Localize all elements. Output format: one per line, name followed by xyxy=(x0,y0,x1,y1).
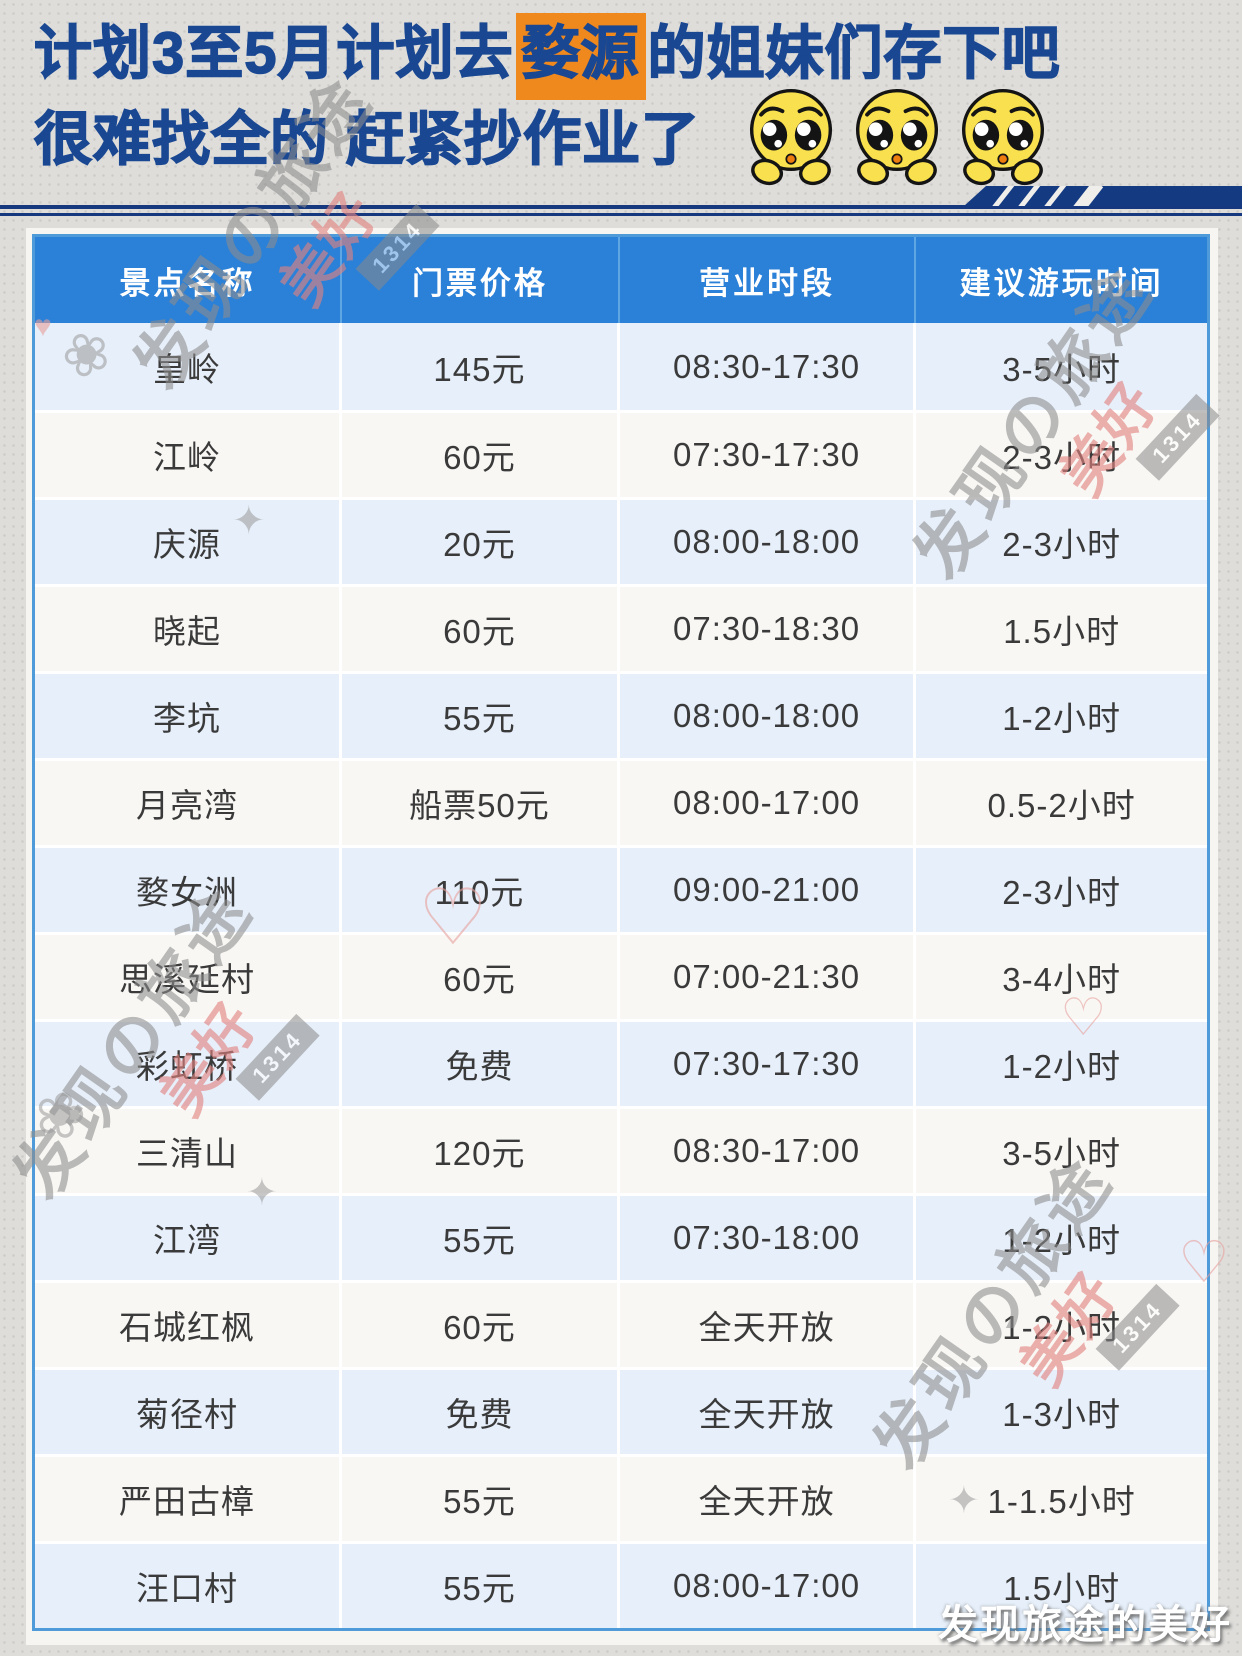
divider-line-top xyxy=(0,205,1242,209)
table-row: 李坑 55元 08:00-18:00 1-2小时 xyxy=(35,671,1207,758)
cell-suggested-duration: 1-2小时 xyxy=(1002,1309,1121,1346)
cell-attraction-name: 菊径村 xyxy=(35,1370,343,1454)
table-row: 皇岭 145元 08:30-17:30 3-5小时 xyxy=(35,323,1207,410)
cell-business-hours: 09:00-21:00 xyxy=(620,848,917,932)
title-line-1: 计划3至5月计划去 婺源 的姐妹们存下吧 xyxy=(33,13,1061,100)
cell-attraction-name: 江湾 xyxy=(35,1196,343,1280)
cell-ticket-price: 60元 xyxy=(342,1283,620,1367)
cell-suggested-duration: 1-1.5小时 xyxy=(987,1483,1136,1520)
cell-business-hours: 全天开放 xyxy=(620,1370,917,1454)
cell-business-hours: 08:30-17:00 xyxy=(620,1109,917,1193)
cell-suggested-duration: 3-5小时 xyxy=(1002,1135,1121,1172)
cell-suggested-duration: 1.5小时 xyxy=(1003,613,1121,650)
cell-ticket-price: 60元 xyxy=(342,413,620,497)
cell-ticket-price: 60元 xyxy=(342,935,620,1019)
cell-suggested-duration: 3-4小时 xyxy=(1002,961,1121,998)
cell-ticket-price: 145元 xyxy=(342,323,620,410)
cell-attraction-name: 石城红枫 xyxy=(35,1283,343,1367)
column-header: 建议游玩时间 xyxy=(959,265,1164,301)
footer-watermark: 发现旅途的美好 xyxy=(938,1603,1232,1647)
cell-attraction-name: 皇岭 xyxy=(35,323,343,410)
cell-business-hours: 07:30-17:30 xyxy=(620,1022,917,1106)
cell-suggested-duration: 2-3小时 xyxy=(1002,439,1121,476)
cell-attraction-name: 思溪延村 xyxy=(35,935,343,1019)
cell-attraction-name: 婺女洲 xyxy=(35,848,343,932)
cell-business-hours: 07:30-17:30 xyxy=(620,413,917,497)
table-row: 庆源 20元 08:00-18:00 2-3小时 xyxy=(35,497,1207,584)
title-line-2: 很难找全的 赶紧抄作业了 xyxy=(33,106,701,173)
table-row: 月亮湾 船票50元 08:00-17:00 0.5-2小时 xyxy=(35,758,1207,845)
cell-suggested-duration: 1-2小时 xyxy=(1002,1048,1121,1085)
table-row: 汪口村 55元 08:00-17:00 1.5小时 xyxy=(35,1541,1207,1628)
title-highlight-wuyuan: 婺源 xyxy=(515,13,646,100)
cell-business-hours: 07:30-18:00 xyxy=(620,1196,917,1280)
cell-business-hours: 08:00-17:00 xyxy=(620,1544,917,1628)
cell-attraction-name: 彩虹桥 xyxy=(35,1022,343,1106)
cell-suggested-duration: 1-2小时 xyxy=(1002,700,1121,737)
cell-ticket-price: 免费 xyxy=(342,1370,620,1454)
title-line1-post: 的姐妹们存下吧 xyxy=(647,20,1061,87)
table-row: 江湾 55元 07:30-18:00 1-2小时 xyxy=(35,1193,1207,1280)
cell-attraction-name: 严田古樟 xyxy=(35,1457,343,1541)
cell-business-hours: 08:00-18:00 xyxy=(620,674,917,758)
cell-attraction-name: 江岭 xyxy=(35,413,343,497)
cell-ticket-price: 55元 xyxy=(342,674,620,758)
cell-attraction-name: 晓起 xyxy=(35,587,343,671)
cell-attraction-name: 月亮湾 xyxy=(35,761,343,845)
cell-business-hours: 08:30-17:30 xyxy=(620,323,917,410)
cell-ticket-price: 120元 xyxy=(342,1109,620,1193)
cell-ticket-price: 20元 xyxy=(342,500,620,584)
table-row: 晓起 60元 07:30-18:30 1.5小时 xyxy=(35,584,1207,671)
divider-line-bottom xyxy=(0,213,1242,216)
cell-business-hours: 全天开放 xyxy=(620,1457,917,1541)
title-line1-pre: 计划3至5月计划去 xyxy=(33,20,514,87)
column-header: 门票价格 xyxy=(342,237,620,323)
pleading-face-emoji xyxy=(747,88,835,188)
column-header: 营业时段 xyxy=(620,237,917,323)
table-row: 思溪延村 60元 07:00-21:30 3-4小时 xyxy=(35,932,1207,1019)
cell-ticket-price: 55元 xyxy=(342,1457,620,1541)
cell-business-hours: 07:00-21:30 xyxy=(620,935,917,1019)
cell-suggested-duration: 1-3小时 xyxy=(1002,1396,1121,1433)
table-row: 菊径村 免费 全天开放 1-3小时 xyxy=(35,1367,1207,1454)
table-body: 皇岭 145元 08:30-17:30 3-5小时 江岭 60元 07:30-17:30 2-… xyxy=(35,323,1207,1628)
cell-suggested-duration: 2-3小时 xyxy=(1002,526,1121,563)
cell-business-hours: 08:00-18:00 xyxy=(620,500,917,584)
cell-ticket-price: 免费 xyxy=(342,1022,620,1106)
cell-ticket-price: 110元 xyxy=(342,848,620,932)
table-row: 江岭 60元 07:30-17:30 2-3小时 xyxy=(35,410,1207,497)
cell-attraction-name: 李坑 xyxy=(35,674,343,758)
divider-bar xyxy=(964,186,1242,206)
cell-suggested-duration: 3-5小时 xyxy=(1002,350,1121,388)
attractions-table: 景点名称 门票价格 营业时段 建议游玩时间 皇岭 145元 08:30-17:30 3-5小… xyxy=(32,234,1210,1631)
pleading-face-emoji xyxy=(853,88,941,188)
cell-ticket-price: 55元 xyxy=(342,1544,620,1628)
column-header: 景点名称 xyxy=(35,237,343,323)
cell-suggested-duration: 0.5-2小时 xyxy=(987,787,1136,824)
cell-suggested-duration: 2-3小时 xyxy=(1002,874,1121,911)
table-row: 三清山 120元 08:30-17:00 3-5小时 xyxy=(35,1106,1207,1193)
title-block: 计划3至5月计划去 婺源 的姐妹们存下吧 很难找全的 赶紧抄作业了 xyxy=(0,0,1242,220)
cell-attraction-name: 三清山 xyxy=(35,1109,343,1193)
cell-attraction-name: 庆源 xyxy=(35,500,343,584)
table-row: 婺女洲 110元 09:00-21:00 2-3小时 xyxy=(35,845,1207,932)
table-row: 石城红枫 60元 全天开放 1-2小时 xyxy=(35,1280,1207,1367)
cell-ticket-price: 55元 xyxy=(342,1196,620,1280)
cell-ticket-price: 船票50元 xyxy=(342,761,620,845)
cell-suggested-duration: 1.5小时 xyxy=(1003,1570,1121,1607)
cell-business-hours: 07:30-18:30 xyxy=(620,587,917,671)
table-row: 彩虹桥 免费 07:30-17:30 1-2小时 xyxy=(35,1019,1207,1106)
cell-suggested-duration: 1-2小时 xyxy=(1002,1222,1121,1259)
cell-business-hours: 08:00-17:00 xyxy=(620,761,917,845)
emoji-row xyxy=(744,84,1050,188)
cell-attraction-name: 汪口村 xyxy=(35,1544,343,1628)
table-header-row: 景点名称 门票价格 营业时段 建议游玩时间 xyxy=(35,237,1207,323)
table-row: 严田古樟 55元 全天开放 1-1.5小时 xyxy=(35,1454,1207,1541)
cell-ticket-price: 60元 xyxy=(342,587,620,671)
cell-business-hours: 全天开放 xyxy=(620,1283,917,1367)
pleading-face-emoji xyxy=(959,88,1047,188)
